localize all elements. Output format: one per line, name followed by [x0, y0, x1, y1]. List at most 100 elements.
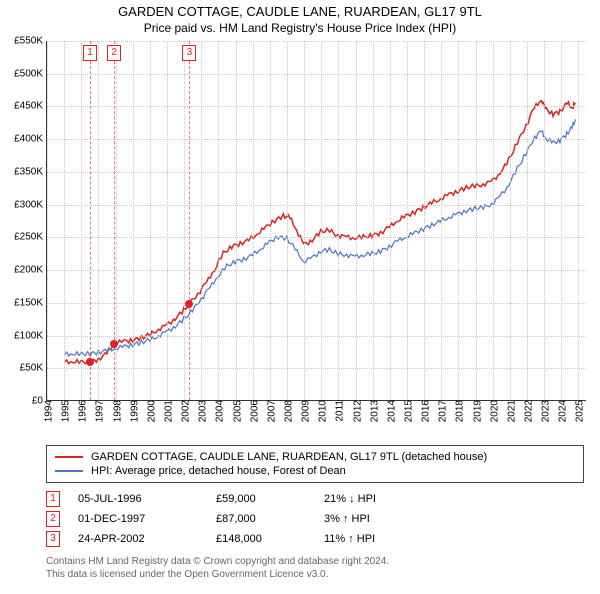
event-row: 3 24-APR-2002 £148,000 11% ↑ HPI — [46, 529, 584, 549]
gridline-v — [561, 41, 562, 400]
xtick-label: 2025 — [571, 400, 586, 422]
gridline-v — [424, 41, 425, 400]
ytick-label: £250K — [14, 232, 47, 243]
gridline-v — [287, 41, 288, 400]
gridline-v — [201, 41, 202, 400]
xtick-label: 2017 — [434, 400, 449, 422]
legend-label: GARDEN COTTAGE, CAUDLE LANE, RUARDEAN, G… — [91, 451, 487, 463]
xtick-label: 2023 — [537, 400, 552, 422]
events-table: 1 05-JUL-1996 £59,000 21% ↓ HPI 2 01-DEC-1997… — [46, 489, 584, 549]
event-price: £59,000 — [216, 493, 306, 505]
gridline-h — [47, 139, 586, 140]
gridline-h — [47, 270, 586, 271]
event-row: 2 01-DEC-1997 £87,000 3% ↑ HPI — [46, 509, 584, 529]
event-date: 05-JUL-1996 — [78, 493, 198, 505]
footer-line1: Contains HM Land Registry data © Crown c… — [46, 555, 584, 568]
gridline-v — [544, 41, 545, 400]
gridline-v — [150, 41, 151, 400]
event-number-box: 3 — [46, 531, 60, 547]
xtick-label: 2001 — [160, 400, 175, 422]
footer-line2: This data is licensed under the Open Gov… — [46, 568, 584, 581]
xtick-label: 1996 — [74, 400, 89, 422]
chart-subtitle: Price paid vs. HM Land Registry's House … — [0, 21, 600, 35]
xtick-label: 2018 — [451, 400, 466, 422]
xtick-label: 2020 — [485, 400, 500, 422]
ytick-label: £350K — [14, 166, 47, 177]
gridline-v — [81, 41, 82, 400]
xtick-label: 2002 — [177, 400, 192, 422]
chart-plot-area: £0£50K£100K£150K£200K£250K£300K£350K£400… — [46, 41, 586, 401]
event-date: 01-DEC-1997 — [78, 513, 198, 525]
xtick-label: 2003 — [194, 400, 209, 422]
legend-box: GARDEN COTTAGE, CAUDLE LANE, RUARDEAN, G… — [46, 445, 584, 483]
gridline-v — [270, 41, 271, 400]
xtick-label: 2022 — [520, 400, 535, 422]
gridline-v — [64, 41, 65, 400]
xtick-label: 2021 — [502, 400, 517, 422]
xtick-label: 2007 — [262, 400, 277, 422]
ytick-label: £500K — [14, 68, 47, 79]
event-price: £148,000 — [216, 533, 306, 545]
xtick-label: 2014 — [382, 400, 397, 422]
gridline-v — [407, 41, 408, 400]
event-marker-dot — [110, 340, 118, 348]
event-number-box: 1 — [46, 491, 60, 507]
xtick-label: 1999 — [125, 400, 140, 422]
gridline-v — [373, 41, 374, 400]
xtick-label: 2004 — [211, 400, 226, 422]
legend-swatch — [55, 470, 83, 472]
footer-attribution: Contains HM Land Registry data © Crown c… — [46, 555, 584, 581]
event-price: £87,000 — [216, 513, 306, 525]
gridline-v — [133, 41, 134, 400]
legend-item: GARDEN COTTAGE, CAUDLE LANE, RUARDEAN, G… — [55, 450, 575, 464]
xtick-label: 2013 — [365, 400, 380, 422]
gridline-v — [338, 41, 339, 400]
gridline-h — [47, 106, 586, 107]
gridline-v — [218, 41, 219, 400]
event-date: 24-APR-2002 — [78, 533, 198, 545]
event-delta: 21% ↓ HPI — [324, 493, 434, 505]
xtick-label: 2011 — [331, 400, 346, 422]
xtick-label: 2006 — [245, 400, 260, 422]
event-marker-box: 3 — [182, 45, 196, 61]
ytick-label: £300K — [14, 199, 47, 210]
event-delta: 11% ↑ HPI — [324, 533, 434, 545]
event-marker-box: 1 — [83, 45, 97, 61]
event-number-box: 2 — [46, 511, 60, 527]
event-marker-box: 2 — [107, 45, 121, 61]
event-delta: 3% ↑ HPI — [324, 513, 434, 525]
gridline-v — [184, 41, 185, 400]
xtick-label: 2015 — [400, 400, 415, 422]
chart-title: GARDEN COTTAGE, CAUDLE LANE, RUARDEAN, G… — [0, 4, 600, 19]
event-row: 1 05-JUL-1996 £59,000 21% ↓ HPI — [46, 489, 584, 509]
gridline-h — [47, 237, 586, 238]
gridline-v — [47, 41, 48, 400]
gridline-v — [527, 41, 528, 400]
gridline-v — [304, 41, 305, 400]
gridline-v — [441, 41, 442, 400]
ytick-label: £50K — [20, 363, 47, 374]
ytick-label: £550K — [14, 36, 47, 47]
event-line — [90, 41, 91, 400]
gridline-v — [493, 41, 494, 400]
gridline-h — [47, 41, 586, 42]
legend-item: HPI: Average price, detached house, Fore… — [55, 464, 575, 478]
gridline-v — [390, 41, 391, 400]
gridline-v — [98, 41, 99, 400]
gridline-v — [356, 41, 357, 400]
xtick-label: 2010 — [314, 400, 329, 422]
xtick-label: 1998 — [108, 400, 123, 422]
event-marker-dot — [185, 300, 193, 308]
xtick-label: 2016 — [417, 400, 432, 422]
xtick-label: 2008 — [280, 400, 295, 422]
gridline-h — [47, 172, 586, 173]
gridline-h — [47, 368, 586, 369]
gridline-v — [253, 41, 254, 400]
gridline-v — [476, 41, 477, 400]
xtick-label: 2005 — [228, 400, 243, 422]
event-marker-dot — [86, 358, 94, 366]
event-line — [189, 41, 190, 400]
xtick-label: 2019 — [468, 400, 483, 422]
gridline-h — [47, 336, 586, 337]
gridline-v — [321, 41, 322, 400]
